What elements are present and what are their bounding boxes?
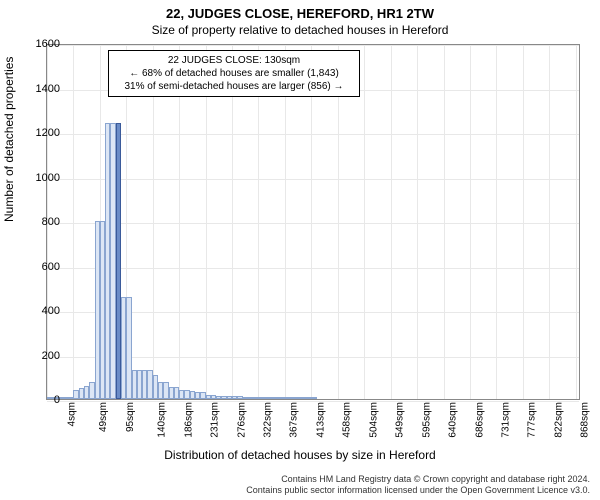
x-tick-label: 4sqm — [66, 402, 77, 426]
x-tick-label: 231sqm — [210, 402, 221, 438]
x-tick-label: 367sqm — [289, 402, 300, 438]
bar — [311, 397, 316, 399]
y-tick-label: 800 — [20, 216, 60, 228]
gridline-vertical — [232, 45, 233, 399]
x-axis-label: Distribution of detached houses by size … — [0, 448, 600, 462]
gridline-vertical — [258, 45, 259, 399]
x-tick-label: 322sqm — [263, 402, 274, 438]
gridline-vertical — [391, 45, 392, 399]
y-tick-label: 0 — [20, 394, 60, 406]
annotation-line2: ← 68% of detached houses are smaller (1,… — [115, 67, 353, 80]
y-axis-label: Number of detached properties — [2, 57, 16, 222]
x-tick-label: 413sqm — [315, 402, 326, 438]
x-tick-label: 458sqm — [342, 402, 353, 438]
y-tick-label: 400 — [20, 305, 60, 317]
gridline-vertical — [206, 45, 207, 399]
annotation-box: 22 JUDGES CLOSE: 130sqm ← 68% of detache… — [108, 50, 360, 97]
y-tick-label: 1000 — [20, 172, 60, 184]
x-tick-label: 504sqm — [368, 402, 379, 438]
chart-title-sub: Size of property relative to detached ho… — [0, 21, 600, 37]
gridline-vertical — [470, 45, 471, 399]
gridline-vertical — [338, 45, 339, 399]
gridline-vertical — [496, 45, 497, 399]
x-tick-label: 95sqm — [125, 402, 136, 432]
gridline-vertical — [417, 45, 418, 399]
y-tick-label: 1400 — [20, 83, 60, 95]
gridline-vertical — [153, 45, 154, 399]
gridline-vertical — [444, 45, 445, 399]
gridline-vertical — [179, 45, 180, 399]
gridline-vertical — [311, 45, 312, 399]
x-tick-label: 640sqm — [448, 402, 459, 438]
gridline-vertical — [523, 45, 524, 399]
y-tick-label: 1200 — [20, 127, 60, 139]
y-tick-label: 200 — [20, 350, 60, 362]
annotation-line1: 22 JUDGES CLOSE: 130sqm — [115, 54, 353, 67]
footer-line2: Contains public sector information licen… — [0, 485, 590, 496]
x-tick-label: 868sqm — [580, 402, 591, 438]
x-tick-label: 186sqm — [183, 402, 194, 438]
x-tick-label: 49sqm — [98, 402, 109, 432]
x-tick-label: 595sqm — [421, 402, 432, 438]
x-tick-label: 549sqm — [395, 402, 406, 438]
gridline-vertical — [285, 45, 286, 399]
gridline-vertical — [549, 45, 550, 399]
y-tick-label: 1600 — [20, 38, 60, 50]
x-tick-label: 276sqm — [236, 402, 247, 438]
x-tick-label: 686sqm — [474, 402, 485, 438]
chart-title-main: 22, JUDGES CLOSE, HEREFORD, HR1 2TW — [0, 0, 600, 21]
y-tick-label: 600 — [20, 261, 60, 273]
x-tick-label: 140sqm — [157, 402, 168, 438]
x-tick-label: 731sqm — [501, 402, 512, 438]
annotation-line3: 31% of semi-detached houses are larger (… — [115, 80, 353, 93]
gridline-vertical — [73, 45, 74, 399]
gridline-vertical — [364, 45, 365, 399]
footer-line1: Contains HM Land Registry data © Crown c… — [0, 474, 590, 485]
footer-attribution: Contains HM Land Registry data © Crown c… — [0, 474, 590, 496]
gridline-vertical — [576, 45, 577, 399]
x-tick-label: 822sqm — [553, 402, 564, 438]
x-tick-label: 777sqm — [527, 402, 538, 438]
chart-plot-area — [46, 44, 580, 400]
